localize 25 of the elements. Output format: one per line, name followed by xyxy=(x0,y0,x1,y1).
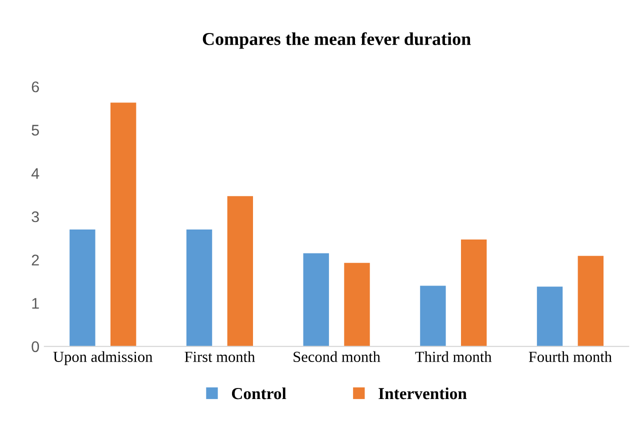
x-tick-label: Upon admission xyxy=(53,351,153,366)
x-tick-label: First month xyxy=(184,351,255,362)
bar xyxy=(70,229,96,346)
y-tick-label: 3 xyxy=(32,211,39,222)
legend-label: Control xyxy=(232,387,286,400)
y-tick-label: 5 xyxy=(32,124,39,136)
y-tick-label: 4 xyxy=(31,168,40,179)
y-tick-label: 1 xyxy=(32,298,39,309)
y-tick-label: 6 xyxy=(32,81,39,92)
bar xyxy=(420,286,446,346)
bar xyxy=(110,102,136,346)
y-tick-label: 2 xyxy=(32,254,39,266)
bar xyxy=(578,256,604,346)
y-tick-label: 0 xyxy=(32,341,39,352)
bar xyxy=(344,262,370,346)
x-tick-label: Second month xyxy=(294,351,380,362)
bar xyxy=(303,253,329,346)
chart-title: Compares the mean fever duration xyxy=(202,32,471,49)
x-tick-label: Third month xyxy=(415,351,492,362)
bar xyxy=(227,196,254,346)
x-tick-label: Fourth month xyxy=(528,351,612,362)
bar xyxy=(186,229,212,346)
bar xyxy=(536,286,563,346)
legend-label: Intervention xyxy=(378,387,467,400)
bar xyxy=(460,239,487,346)
